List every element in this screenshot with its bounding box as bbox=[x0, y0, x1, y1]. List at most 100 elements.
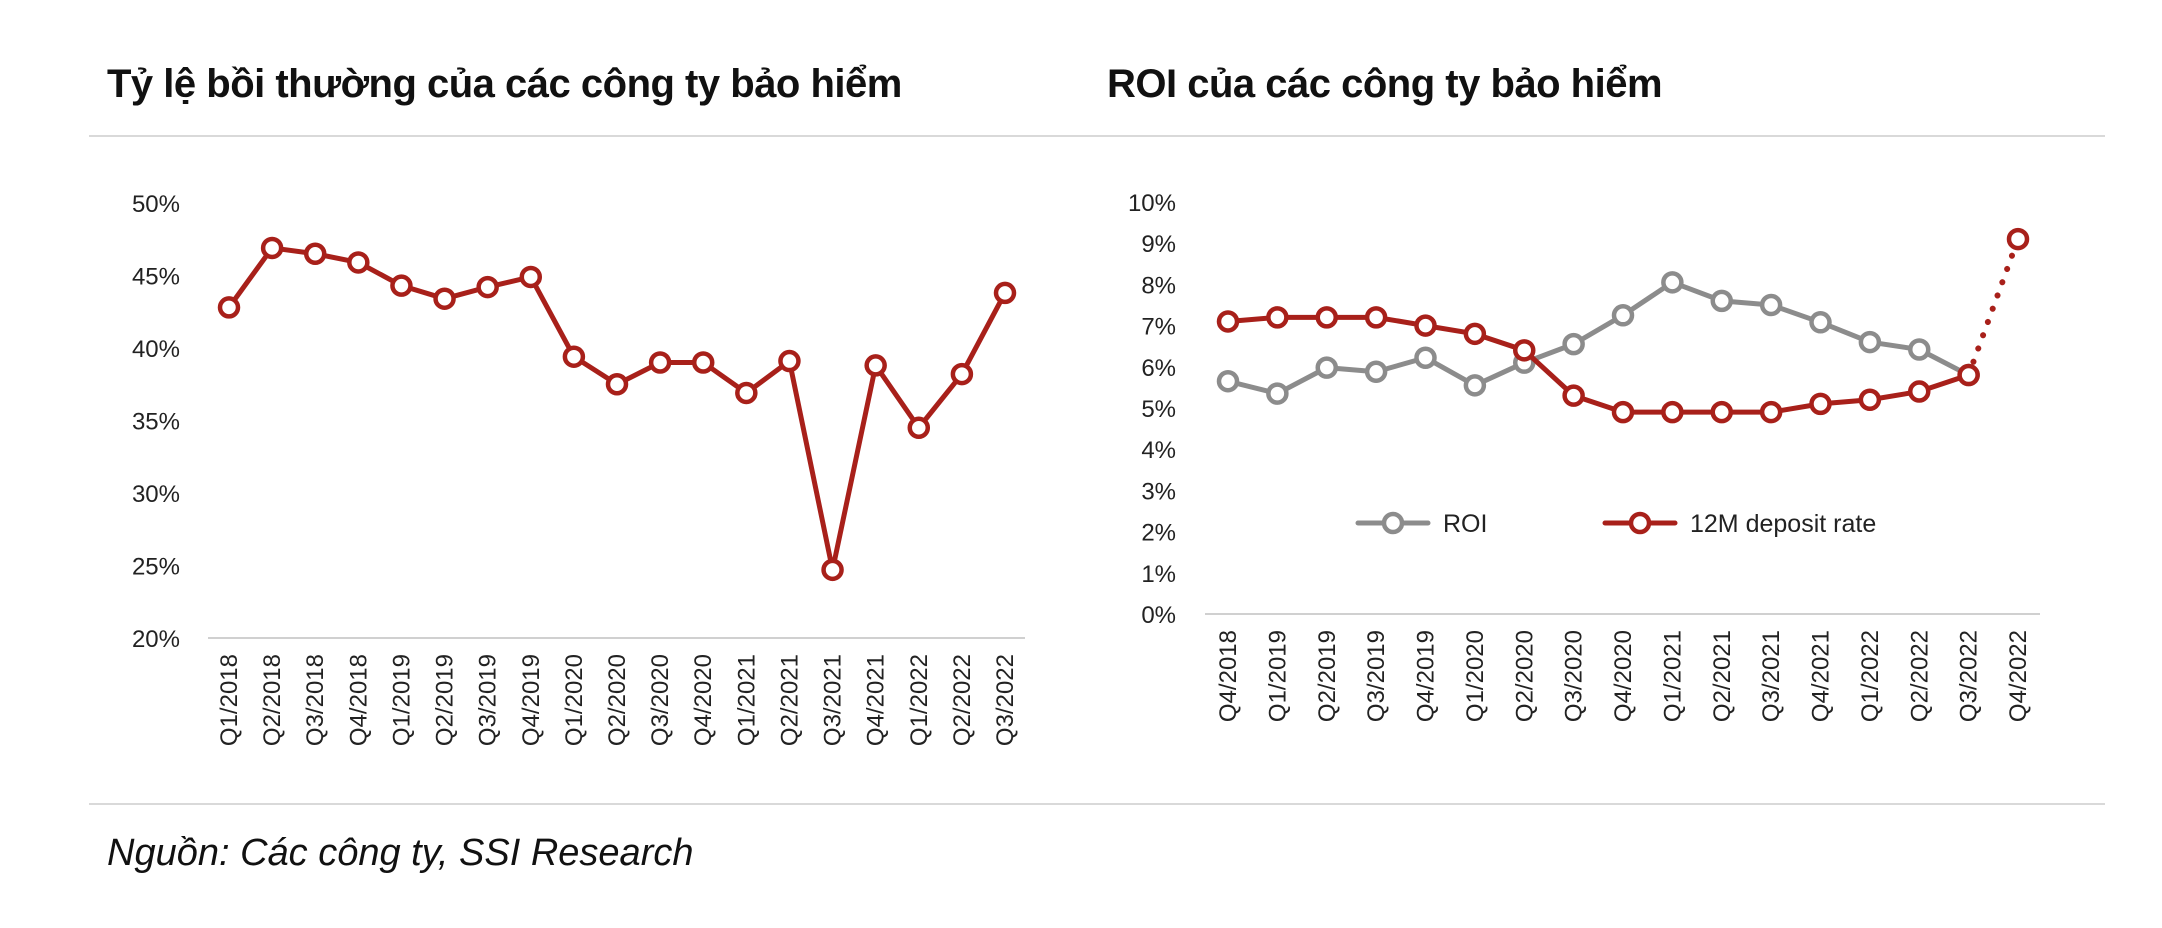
data-point bbox=[433, 287, 456, 310]
left-chart-title: Tỷ lệ bồi thường của các công ty bảo hiể… bbox=[107, 62, 902, 106]
x-tick-label: Q1/2019 bbox=[1264, 630, 1291, 722]
data-point bbox=[1216, 369, 1240, 393]
data-point bbox=[1216, 310, 1240, 333]
x-tick-label: Q1/2022 bbox=[906, 654, 933, 746]
x-tick-label: Q3/2019 bbox=[475, 654, 502, 746]
x-tick-label: Q2/2022 bbox=[1906, 630, 1933, 722]
data-point bbox=[1611, 304, 1635, 327]
data-point bbox=[1908, 380, 1931, 403]
series-line bbox=[1225, 314, 1972, 415]
data-point bbox=[1513, 339, 1536, 362]
data-point bbox=[735, 381, 758, 405]
data-point bbox=[1364, 360, 1388, 383]
y-tick-label: 30% bbox=[132, 481, 180, 508]
x-tick-label: Q4/2020 bbox=[690, 654, 717, 746]
data-point bbox=[519, 265, 543, 289]
y-tick-label: 35% bbox=[132, 409, 180, 436]
x-tick-label: Q1/2020 bbox=[561, 654, 588, 746]
claims-ratio-chart: 20% 25% 30% 35% 40% 45% 50% Q1/2018 Q2/2018 Q3/20… bbox=[132, 191, 1025, 746]
data-point bbox=[1315, 306, 1338, 329]
data-point bbox=[347, 251, 370, 274]
y-tick-label: 0% bbox=[1141, 602, 1176, 629]
data-point bbox=[1858, 388, 1882, 412]
top-divider bbox=[89, 135, 2105, 137]
x-tick-label: Q4/2021 bbox=[863, 654, 890, 746]
bottom-divider bbox=[89, 803, 2105, 805]
y-tick-label: 7% bbox=[1141, 314, 1176, 341]
y-tick-label: 9% bbox=[1141, 231, 1176, 258]
x-tick-label: Q3/2020 bbox=[1561, 630, 1588, 722]
x-tick-label: Q4/2019 bbox=[518, 654, 545, 746]
data-point bbox=[1759, 293, 1783, 317]
y-tick-label: 3% bbox=[1141, 478, 1176, 505]
x-tick-label: Q3/2022 bbox=[992, 654, 1019, 746]
data-point bbox=[2006, 227, 2030, 251]
x-tick-label: Q2/2019 bbox=[432, 654, 459, 746]
series-line bbox=[1225, 279, 1972, 397]
x-tick-label: Q3/2018 bbox=[302, 654, 329, 746]
data-point bbox=[1315, 356, 1338, 379]
data-point bbox=[1957, 363, 1980, 387]
data-point bbox=[1661, 400, 1684, 424]
x-tick-label: Q2/2022 bbox=[949, 654, 976, 746]
data-point bbox=[907, 416, 931, 439]
data-point bbox=[1759, 400, 1783, 424]
data-point bbox=[1562, 384, 1585, 407]
data-point bbox=[864, 354, 887, 377]
data-point bbox=[1710, 400, 1733, 424]
x-tick-label: Q3/2021 bbox=[1758, 630, 1785, 722]
y-tick-label: 1% bbox=[1141, 561, 1176, 588]
x-tick-label: Q2/2019 bbox=[1314, 630, 1341, 722]
y-tick-label: 10% bbox=[1128, 190, 1176, 217]
data-point bbox=[950, 362, 974, 386]
y-tick-label: 40% bbox=[132, 336, 180, 363]
data-point bbox=[1364, 306, 1388, 329]
x-tick-label: Q1/2019 bbox=[388, 654, 415, 746]
data-point bbox=[260, 236, 284, 260]
data-point bbox=[821, 558, 844, 582]
legend-label: 12M deposit rate bbox=[1690, 510, 1876, 538]
x-tick-label: Q4/2019 bbox=[1413, 630, 1440, 722]
data-point bbox=[1266, 382, 1289, 405]
data-point bbox=[1809, 311, 1832, 334]
x-tick-label: Q4/2021 bbox=[1808, 630, 1835, 722]
x-tick-label: Q2/2020 bbox=[604, 654, 631, 746]
legend-marker bbox=[1628, 511, 1652, 535]
x-tick-label: Q3/2019 bbox=[1363, 630, 1390, 722]
data-point bbox=[1414, 314, 1437, 337]
data-point bbox=[993, 281, 1017, 305]
data-point bbox=[1908, 338, 1931, 361]
y-tick-label: 5% bbox=[1141, 396, 1176, 423]
x-tick-label: Q1/2021 bbox=[1659, 630, 1686, 722]
y-tick-label: 4% bbox=[1141, 437, 1176, 464]
x-tick-label: Q3/2022 bbox=[1956, 630, 1983, 722]
x-tick-label: Q3/2021 bbox=[820, 654, 847, 746]
x-tick-label: Q1/2021 bbox=[733, 654, 760, 746]
data-point bbox=[217, 296, 241, 319]
x-tick-label: Q2/2021 bbox=[1709, 630, 1736, 722]
data-point bbox=[1661, 271, 1684, 294]
data-point bbox=[1414, 346, 1437, 369]
y-tick-label: 2% bbox=[1141, 520, 1176, 547]
data-point bbox=[476, 275, 499, 299]
data-point bbox=[1611, 400, 1635, 424]
data-point bbox=[778, 349, 801, 373]
data-point bbox=[1809, 392, 1832, 416]
x-tick-label: Q2/2018 bbox=[259, 654, 286, 746]
x-tick-label: Q4/2018 bbox=[345, 654, 372, 746]
data-point bbox=[1463, 322, 1487, 346]
data-point bbox=[1463, 374, 1487, 397]
y-tick-label: 25% bbox=[132, 554, 180, 581]
y-tick-label: 8% bbox=[1141, 272, 1176, 299]
legend-marker bbox=[1381, 511, 1405, 535]
x-tick-label: Q4/2020 bbox=[1610, 630, 1637, 722]
y-tick-label: 50% bbox=[132, 191, 180, 218]
data-point bbox=[648, 351, 672, 374]
data-point bbox=[303, 242, 327, 265]
x-tick-label: Q1/2020 bbox=[1462, 630, 1489, 722]
x-tick-label: Q1/2022 bbox=[1857, 630, 1884, 722]
x-tick-label: Q2/2021 bbox=[776, 654, 803, 746]
data-point bbox=[1266, 306, 1289, 329]
x-tick-label: Q4/2022 bbox=[2005, 630, 2032, 722]
x-tick-label: Q4/2018 bbox=[1215, 630, 1242, 722]
